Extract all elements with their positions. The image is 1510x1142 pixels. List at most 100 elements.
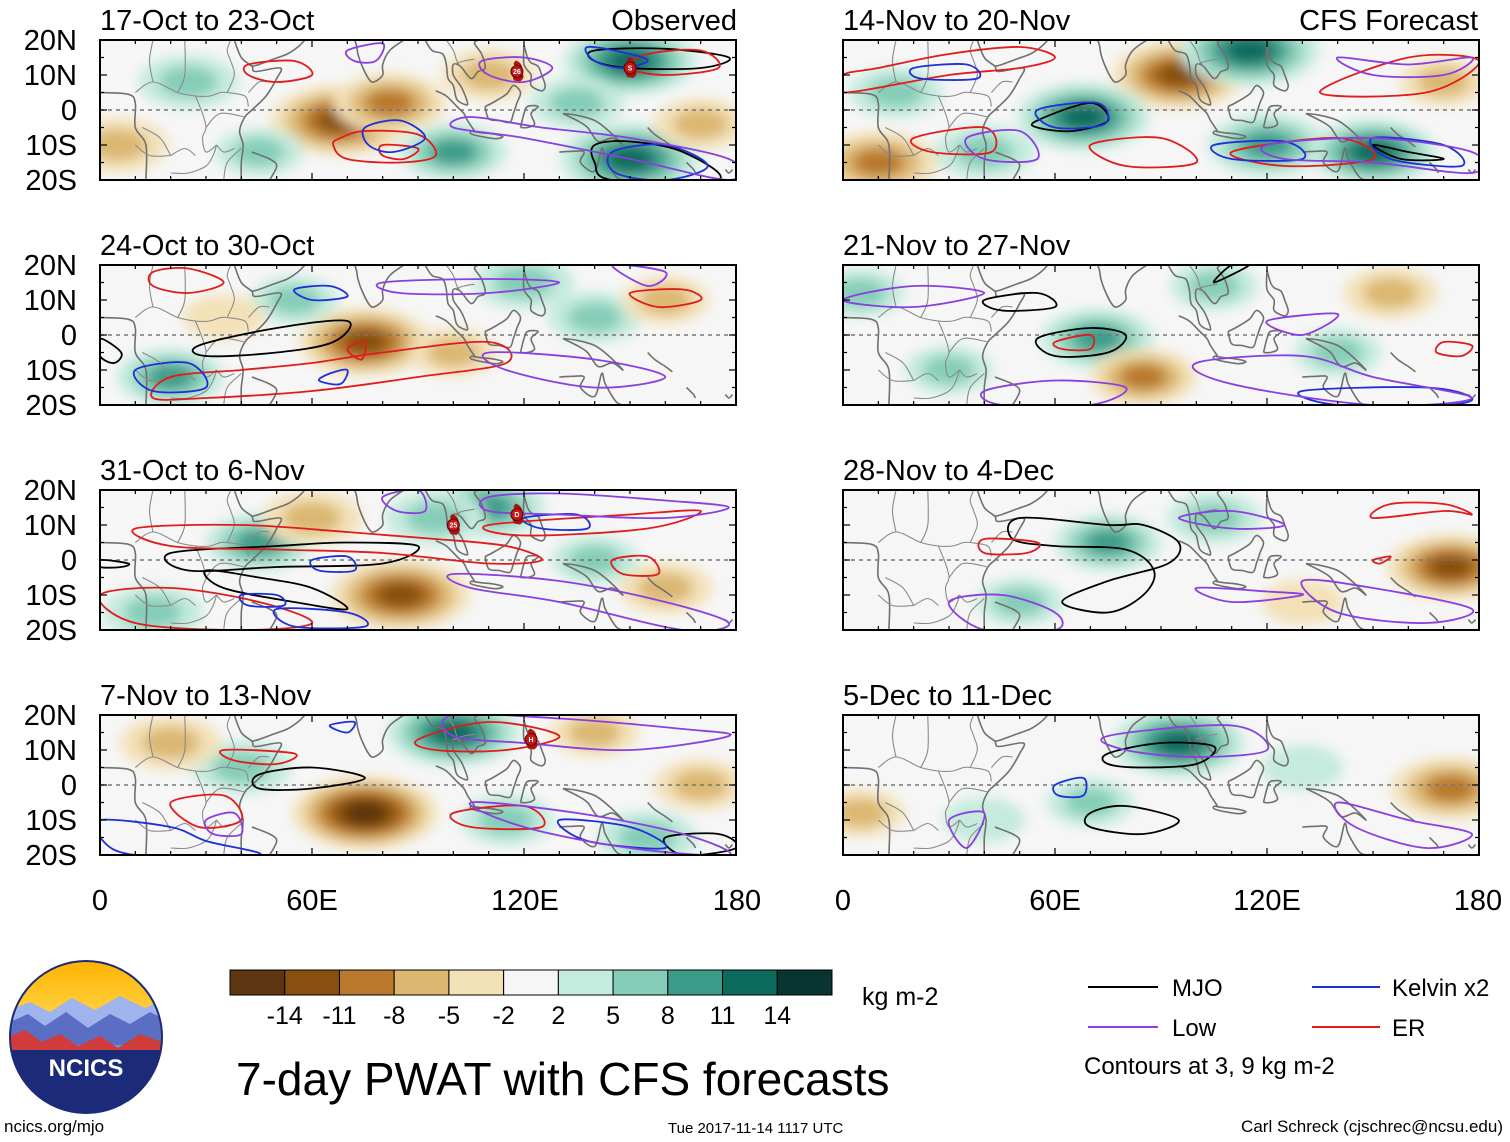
pwat-anomaly-shade	[1073, 325, 1122, 352]
colorbar-swatch	[229, 969, 286, 996]
coastline	[1302, 147, 1367, 180]
map-panel-8	[842, 714, 1480, 856]
coastline	[506, 40, 508, 41]
country-border	[194, 95, 217, 153]
country-border	[223, 148, 242, 180]
lon-label: 0	[835, 885, 851, 917]
country-border	[991, 755, 1013, 768]
country-border	[134, 531, 221, 547]
lat-label: 10S	[25, 580, 77, 612]
country-border	[216, 594, 235, 603]
country-border	[205, 562, 245, 578]
country-border	[948, 562, 988, 578]
contour-er	[610, 554, 661, 577]
coastline	[251, 601, 278, 630]
lon-label: 0	[92, 885, 108, 917]
country-border	[885, 127, 915, 156]
map-panel-7	[842, 489, 1480, 631]
footer-timestamp: Tue 2017-11-14 1117 UTC	[668, 1120, 844, 1137]
country-border	[948, 112, 988, 128]
footer-url[interactable]: ncics.org/mjo	[4, 1117, 104, 1136]
coastline	[251, 40, 306, 68]
coastline	[685, 611, 697, 624]
coastline	[843, 316, 891, 405]
contour-kelvin	[328, 720, 357, 734]
colorbar-label: -2	[493, 1002, 515, 1030]
contour-er	[131, 523, 543, 565]
storm-marker: 26	[510, 60, 524, 82]
coastline	[1249, 265, 1251, 266]
contour-low	[1300, 578, 1475, 624]
country-border	[194, 320, 217, 378]
country-border	[223, 823, 242, 855]
pwat-anomaly-shade	[282, 502, 342, 534]
country-border	[248, 305, 270, 318]
pwat-anomaly-shade	[430, 139, 477, 165]
lat-axis-panel-1: 20N 10N 0 10S 20S	[24, 25, 77, 197]
panel-title-obs-2: 24-Oct to 30-Oct	[100, 230, 314, 262]
contour-low	[381, 490, 428, 515]
country-border	[920, 715, 929, 768]
country-border	[220, 541, 249, 557]
coastline	[1265, 495, 1290, 542]
storm-marker-label: H	[529, 737, 534, 744]
coastline	[1079, 490, 1148, 533]
coastline	[1227, 309, 1265, 349]
coastline	[469, 580, 504, 590]
country-border	[969, 265, 978, 318]
lon-label: 120E	[1233, 885, 1301, 917]
country-border	[453, 508, 475, 516]
contour-kelvin	[1052, 776, 1088, 799]
contour-er	[1369, 501, 1473, 519]
pwat-anomaly-shade	[843, 798, 887, 828]
coastline	[647, 801, 673, 823]
country-border	[134, 81, 221, 97]
lat-label: 20N	[24, 25, 77, 57]
pwat-anomaly-shade	[1425, 774, 1477, 803]
lat-label: 20N	[24, 700, 77, 732]
country-border	[913, 144, 961, 175]
map-background	[843, 490, 1479, 630]
coastline	[1428, 836, 1440, 849]
map-panels: 26 S 25 D H	[99, 39, 1480, 856]
storm-marker-label: 26	[513, 69, 521, 76]
coastline	[435, 90, 476, 132]
coastline	[647, 576, 673, 598]
country-border	[966, 598, 985, 630]
colorbar-swatch	[612, 969, 669, 996]
panel-title-fc-1: 14-Nov to 20-Nov	[843, 5, 1071, 37]
coastline	[685, 836, 697, 849]
coastline	[1265, 720, 1290, 767]
lon-label: 60E	[286, 885, 338, 917]
coastline	[484, 759, 522, 799]
panel-title-obs-3: 31-Oct to 6-Nov	[100, 455, 305, 487]
contour-low	[964, 129, 1040, 163]
pwat-anomaly-shade	[637, 572, 693, 604]
country-border	[991, 305, 1013, 318]
coastline	[484, 309, 522, 349]
coastline	[559, 372, 624, 405]
coastline	[1302, 597, 1367, 630]
lat-label: 0	[61, 320, 77, 352]
contour-low	[446, 572, 730, 630]
country-border	[963, 766, 992, 782]
country-border	[425, 715, 426, 716]
coastline	[424, 490, 486, 556]
country-border	[877, 81, 964, 97]
pwat-anomaly-shade	[1261, 744, 1344, 791]
contour-low	[947, 810, 986, 849]
pwat-anomaly-shade	[376, 582, 424, 608]
pwat-anomaly-shade	[1064, 788, 1117, 817]
country-border	[425, 265, 426, 266]
coastline	[100, 91, 148, 180]
storm-marker-label: 25	[449, 523, 457, 530]
country-border	[445, 715, 461, 742]
contour-mjo	[203, 569, 349, 611]
lat-label: 10S	[25, 355, 77, 387]
coastline	[424, 40, 486, 106]
colorbar-label: 14	[763, 1002, 791, 1030]
country-border	[877, 531, 964, 547]
pwat-anomaly-shade	[365, 89, 414, 117]
contour-er	[1371, 555, 1392, 565]
